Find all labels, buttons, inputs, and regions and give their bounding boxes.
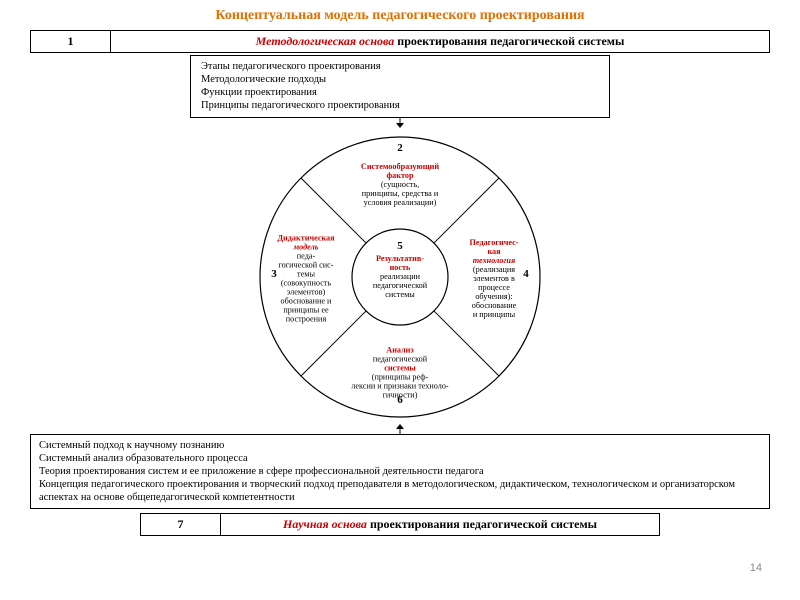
box-7-rest: проектирования педагогической системы: [367, 517, 597, 531]
wheel-diagram: 2Системообразующийфактор(сущность,принци…: [255, 132, 545, 422]
svg-text:кая: кая: [487, 247, 501, 256]
box-7-label: Научная основа проектирования педагогиче…: [221, 514, 659, 535]
box-1-rest: проектирования педагогической системы: [394, 34, 624, 48]
svg-text:Дидактическая: Дидактическая: [277, 233, 335, 242]
box-1-em: Методологическая основа: [256, 34, 395, 48]
svg-text:гогической сис-: гогической сис-: [278, 260, 333, 269]
svg-text:педагогической: педагогической: [373, 354, 428, 363]
arrow-up-icon: [30, 424, 770, 432]
svg-text:модель: модель: [292, 242, 318, 251]
box-1-num: 1: [31, 31, 111, 52]
svg-text:реализации: реализации: [380, 272, 421, 281]
svg-text:элементов в: элементов в: [473, 274, 515, 283]
svg-text:системы: системы: [384, 363, 416, 372]
svg-text:5: 5: [397, 240, 403, 252]
svg-text:лексии и признаки техноло-: лексии и признаки техноло-: [351, 381, 449, 390]
box-1-label: Методологическая основа проектирования п…: [111, 31, 769, 52]
page-title: Концептуальная модель педагогического пр…: [30, 8, 770, 24]
sub1-line: Принципы педагогического проектирования: [201, 99, 599, 112]
svg-text:системы: системы: [385, 290, 415, 299]
box-7-em: Научная основа: [283, 517, 367, 531]
sub1-line: Методологические подходы: [201, 73, 599, 86]
svg-text:построения: построения: [286, 314, 327, 323]
bottom-line: Концепция педагогического проектирования…: [39, 478, 761, 504]
svg-text:Результатив-: Результатив-: [376, 254, 424, 263]
svg-text:Системообразующий: Системообразующий: [361, 162, 439, 171]
sub1-line: Функции проектирования: [201, 86, 599, 99]
svg-text:4: 4: [523, 268, 529, 280]
svg-text:Анализ: Анализ: [386, 345, 414, 354]
svg-text:ность: ность: [390, 263, 411, 272]
svg-text:элементов): элементов): [287, 287, 326, 296]
bottom-line: Теория проектирования систем и ее прилож…: [39, 465, 761, 478]
sub1-line: Этапы педагогического проектирования: [201, 60, 599, 73]
box-1: 1 Методологическая основа проектирования…: [30, 30, 770, 53]
bottom-box: Системный подход к научному познаниюСист…: [30, 434, 770, 510]
svg-text:обоснование: обоснование: [472, 301, 517, 310]
svg-text:3: 3: [271, 268, 277, 280]
svg-text:условия реализации): условия реализации): [364, 198, 437, 207]
page-number: 14: [750, 562, 762, 574]
svg-text:(принципы реф-: (принципы реф-: [372, 372, 429, 381]
svg-text:педа-: педа-: [297, 251, 316, 260]
box-7-num: 7: [141, 514, 221, 535]
svg-text:фактор: фактор: [386, 171, 413, 180]
svg-text:обоснование и: обоснование и: [281, 296, 333, 305]
svg-text:2: 2: [397, 142, 403, 154]
svg-text:Педагогичес-: Педагогичес-: [470, 238, 519, 247]
bottom-line: Системный анализ образовательного процес…: [39, 452, 761, 465]
svg-text:обучения):: обучения):: [475, 292, 512, 301]
svg-text:педагогической: педагогической: [373, 281, 428, 290]
svg-text:и принципы: и принципы: [473, 310, 516, 319]
svg-text:принципы, средства и: принципы, средства и: [362, 189, 439, 198]
box-7: 7 Научная основа проектирования педагоги…: [140, 513, 660, 536]
svg-text:гичности): гичности): [383, 390, 418, 399]
svg-text:(сущность,: (сущность,: [381, 180, 419, 189]
svg-text:(реализация: (реализация: [473, 265, 515, 274]
svg-text:процессе: процессе: [478, 283, 510, 292]
svg-text:принципы ее: принципы ее: [283, 305, 329, 314]
svg-text:темы: темы: [297, 269, 315, 278]
svg-text:(совокупность: (совокупность: [281, 278, 332, 287]
svg-text:технология: технология: [473, 256, 515, 265]
bottom-line: Системный подход к научному познанию: [39, 439, 761, 452]
arrow-down-icon: [30, 118, 770, 126]
sub-box-1: Этапы педагогического проектированияМето…: [190, 55, 610, 118]
